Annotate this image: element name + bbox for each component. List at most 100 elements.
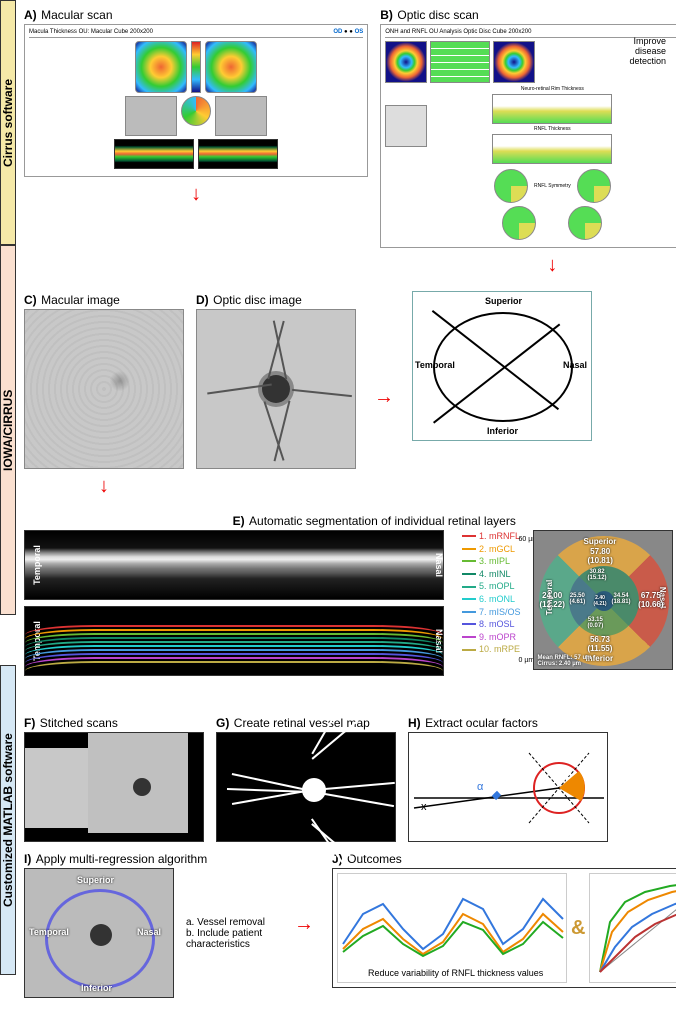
etdrs-val-otemp: 24.00 (12.22): [540, 591, 565, 609]
oct-bscan-raw: Temporal Nasal: [24, 530, 444, 600]
side-label-iowa: IOWA/CIRRUS: [0, 245, 16, 615]
oct-temporal-label: Temporal: [32, 545, 42, 585]
panel-F-title: Stitched scans: [40, 716, 118, 730]
arrow-right-icon: →: [288, 913, 320, 936]
layer-legend-item: 7. mIS/OS: [462, 606, 521, 619]
quadrant-diagram: Superior Inferior Temporal Nasal: [412, 291, 592, 441]
panel-G-letter: G): [216, 716, 229, 730]
panel-D-title: Optic disc image: [213, 293, 302, 307]
graph1-title: Neuro-retinal Rim Thickness: [430, 86, 674, 92]
layer-legend-item: 6. mONL: [462, 593, 521, 606]
quad-temporal: Temporal: [415, 360, 455, 370]
side-label-cirrus: Cirrus software: [0, 0, 16, 245]
etdrs-val-isup: 30.82 (15.12): [588, 569, 607, 581]
layer-legend-item: 9. mOPR: [462, 631, 521, 644]
panel-J-title: Outcomes: [347, 852, 402, 866]
layer-legend-item: 8. mOSL: [462, 618, 521, 631]
etdrs-val-inas: 34.54 (18.81): [612, 593, 631, 605]
panel-A-letter: A): [24, 8, 37, 22]
fundus-od: [125, 96, 177, 136]
thickness-map-os: [205, 41, 257, 93]
oct-bscan-segmented: Temporal Nasal: [24, 606, 444, 676]
stitched-scans-image: [24, 732, 204, 842]
vessel-map-image: [216, 732, 396, 842]
oct-bscan-os: [198, 139, 278, 169]
etdrs-mini: [181, 96, 211, 126]
ocular-x: x: [421, 801, 427, 813]
fundus-os: [215, 96, 267, 136]
deviation-map-od: [385, 105, 427, 147]
etdrs-val-osup: 57.80 (10.81): [588, 547, 613, 565]
rnfl-thickness-graph: [492, 134, 612, 164]
clock-chart-os: [568, 206, 602, 240]
graph2-title: RNFL Thickness: [430, 126, 674, 132]
panel-F-letter: F): [24, 716, 35, 730]
symmetry-label: RNFL Symmetry: [534, 183, 571, 189]
panel-I-title: Apply multi-regression algorithm: [36, 852, 207, 866]
quad-inferior: Inferior: [487, 426, 518, 436]
ocular-alpha: α: [477, 781, 483, 793]
panel-B-title: Optic disc scan: [397, 8, 478, 22]
macular-report: Macula Thickness OU: Macular Cube 200x20…: [24, 24, 368, 177]
etdrs-val-itemp: 25.50 (4.61): [570, 593, 586, 605]
colorbar: [191, 41, 201, 93]
rim-thickness-graph: [492, 94, 612, 124]
layer-legend-item: 1. mRNFL: [462, 530, 521, 543]
arrow-down-icon: ↓: [24, 183, 368, 206]
panel-E-title: Automatic segmentation of individual ret…: [249, 514, 516, 528]
optic-disc-enface-image: [196, 309, 356, 469]
layer-legend-item: 2. mGCL: [462, 543, 521, 556]
quadrant-chart-os: [577, 169, 611, 203]
etdrs-sup: Superior: [584, 537, 617, 546]
variability-chart: Reduce variability of RNFL thickness val…: [337, 873, 567, 983]
panel-A-title: Macular scan: [41, 8, 112, 22]
panel-H-letter: H): [408, 716, 421, 730]
macular-enface-image: [24, 309, 184, 469]
reg-temp: Temporal: [29, 927, 69, 937]
outcome-left-label: Reduce variability of RNFL thickness val…: [368, 968, 543, 978]
layer-legend: 1. mRNFL2. mGCL3. mIPL4. mINL5. mOPL6. m…: [462, 530, 521, 656]
rnfl-map-od: [385, 41, 427, 83]
layer-legend-item: 4. mINL: [462, 568, 521, 581]
etdrs-val-iinf: 53.15 (0.07): [588, 617, 604, 629]
reg-nas: Nasal: [137, 927, 161, 937]
quad-nasal: Nasal: [563, 360, 587, 370]
oct-nasal-label: Nasal: [434, 553, 444, 577]
etdrs-grid: Superior Inferior Temporal Nasal 57.80 (…: [533, 530, 673, 670]
arrow-down-icon: ↓: [24, 475, 184, 498]
quadrant-chart-od: [494, 169, 528, 203]
side-label-matlab: Customized MATLAB software: [0, 665, 16, 975]
panel-B-letter: B): [380, 8, 393, 22]
report-A-title: Macula Thickness OU: Macular Cube 200x20…: [29, 29, 153, 35]
arrow-right-icon: →: [368, 386, 400, 409]
arrow-down-icon: ↓: [380, 254, 676, 277]
onh-table: [430, 41, 490, 83]
outcome-right-label: Improve disease detection: [606, 36, 666, 66]
reg-sup: Superior: [77, 875, 114, 885]
quad-superior: Superior: [485, 296, 522, 306]
regression-image: Superior Inferior Temporal Nasal: [24, 868, 174, 998]
panel-D-letter: D): [196, 293, 209, 307]
panel-H-title: Extract ocular factors: [425, 716, 538, 730]
panel-I-letter: I): [24, 852, 31, 866]
etdrs-footer: Mean RNFL: 57 um Cirrus: 2.40 µm: [538, 655, 592, 667]
panel-C-letter: C): [24, 293, 37, 307]
layer-legend-item: 10. mRPE: [462, 643, 521, 656]
etdrs-val-onas: 67.75 (10.66): [638, 591, 663, 609]
ocular-beta: β: [565, 769, 572, 781]
thickness-map-od: [135, 41, 187, 93]
layer-legend-item: 5. mOPL: [462, 580, 521, 593]
report-B-title: ONH and RNFL OU Analysis Optic Disc Cube…: [385, 29, 531, 35]
oct-bscan-od: [114, 139, 194, 169]
etdrs-val-center: 2.40 (4.21): [594, 595, 607, 607]
od-label: OD: [333, 29, 342, 35]
panel-E-letter: E): [233, 514, 245, 528]
os-label: OS: [355, 29, 364, 35]
etdrs-val-oinf: 56.73 (11.55): [588, 635, 613, 653]
rnfl-map-os: [493, 41, 535, 83]
ampersand-icon: &: [571, 917, 585, 940]
ocular-factors-diagram: x α β: [408, 732, 608, 842]
panel-C-title: Macular image: [41, 293, 120, 307]
layer-legend-item: 3. mIPL: [462, 555, 521, 568]
outcomes-box: Reduce variability of RNFL thickness val…: [332, 868, 676, 988]
